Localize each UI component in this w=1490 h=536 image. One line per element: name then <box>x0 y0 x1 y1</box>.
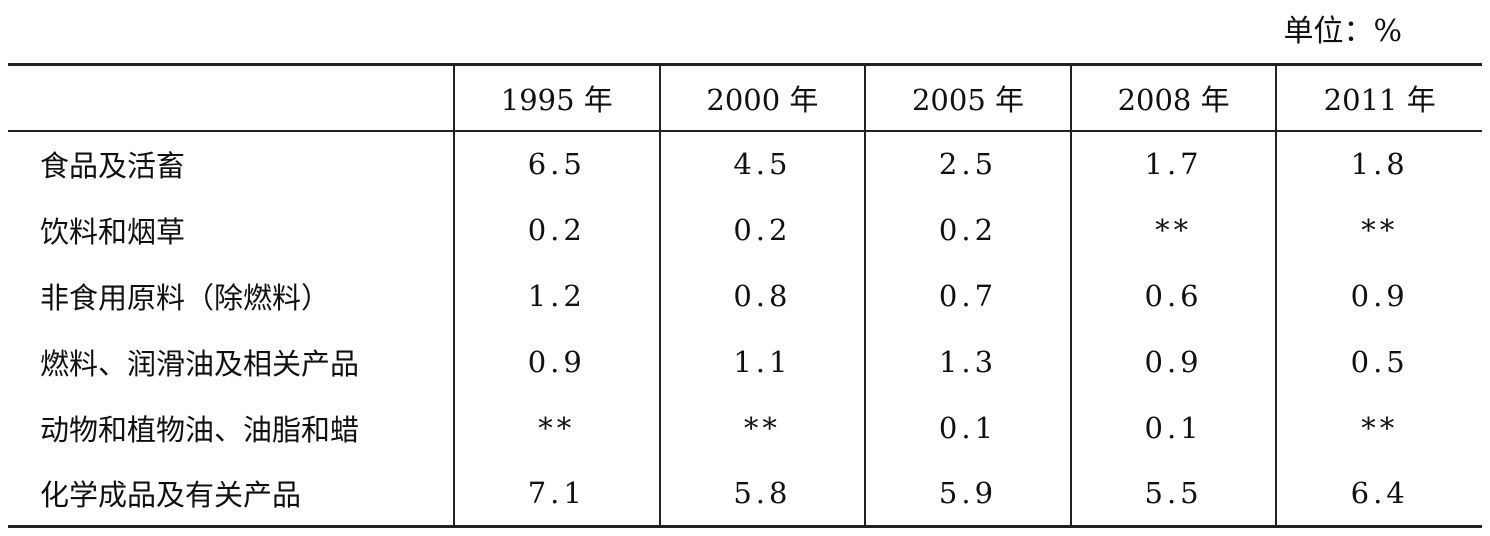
cell: 6.5 <box>453 130 660 197</box>
cell: 0.9 <box>1275 262 1482 329</box>
cell: ** <box>453 394 660 461</box>
cell: 6.4 <box>1275 460 1482 527</box>
cell: 0.2 <box>658 196 866 263</box>
cell: 0.5 <box>1275 328 1482 395</box>
cell: ** <box>1275 394 1482 461</box>
corner-cell <box>8 65 454 131</box>
cell: 0.7 <box>864 262 1071 329</box>
cell: ** <box>1069 196 1277 263</box>
column-header: 2005 年 <box>864 64 1071 131</box>
table-row: 非食用原料（除燃料） 1.2 0.8 0.7 0.6 0.9 <box>8 262 1482 329</box>
table-row: 动物和植物油、油脂和蜡 ** ** 0.1 0.1 ** <box>8 394 1482 461</box>
row-label: 食品及活畜 <box>40 149 186 183</box>
cell: 5.8 <box>658 460 866 527</box>
cell: 0.2 <box>453 196 660 263</box>
row-label: 动物和植物油、油脂和蜡 <box>40 412 360 447</box>
row-label: 非食用原料（除燃料） <box>40 280 331 315</box>
table-body: 食品及活畜 6.5 4.5 2.5 1.7 1.8 饮料和烟草 0.2 0.2 0.2 ** ** 非食… <box>8 130 1482 527</box>
cell: 1.1 <box>658 328 866 395</box>
cell: 1.2 <box>453 262 660 329</box>
cell: ** <box>1275 196 1482 263</box>
cell: 7.1 <box>453 460 660 527</box>
cell: 2.5 <box>864 130 1071 197</box>
cell: 5.5 <box>1069 460 1277 527</box>
row-label: 燃料、润滑油及相关产品 <box>40 346 360 381</box>
cell: 1.7 <box>1069 130 1277 197</box>
cell: 0.9 <box>1069 328 1277 395</box>
row-label: 饮料和烟草 <box>40 214 186 249</box>
table-header: 1995 年 2000 年 2005 年 2008 年 2011 年 <box>8 64 1482 131</box>
cell: 0.1 <box>864 394 1071 461</box>
cell: 4.5 <box>658 130 866 197</box>
cell: 0.2 <box>864 196 1071 263</box>
row-label: 化学成品及有关产品 <box>40 477 302 512</box>
header-row: 1995 年 2000 年 2005 年 2008 年 2011 年 <box>8 64 1482 131</box>
data-table: 1995 年 2000 年 2005 年 2008 年 2011 年 食品及活畜 6.5 4… <box>8 63 1482 528</box>
cell: 0.6 <box>1069 262 1277 329</box>
column-header: 1995 年 <box>453 64 660 131</box>
cell: 0.8 <box>658 262 866 329</box>
unit-label: 单位：% <box>1283 14 1402 49</box>
cell: 1.3 <box>864 328 1071 395</box>
column-header: 2000 年 <box>658 64 866 131</box>
table-row: 燃料、润滑油及相关产品 0.9 1.1 1.3 0.9 0.5 <box>8 328 1482 395</box>
cell: 0.1 <box>1069 394 1277 461</box>
table-row: 化学成品及有关产品 7.1 5.8 5.9 5.5 6.4 <box>8 460 1482 527</box>
column-header: 2008 年 <box>1069 64 1277 131</box>
cell: 5.9 <box>864 460 1071 527</box>
cell: 1.8 <box>1275 130 1482 197</box>
column-header: 2011 年 <box>1275 64 1482 131</box>
table-row: 饮料和烟草 0.2 0.2 0.2 ** ** <box>8 196 1482 263</box>
cell: ** <box>658 394 866 461</box>
cell: 0.9 <box>453 328 660 395</box>
table-row: 食品及活畜 6.5 4.5 2.5 1.7 1.8 <box>8 130 1482 197</box>
